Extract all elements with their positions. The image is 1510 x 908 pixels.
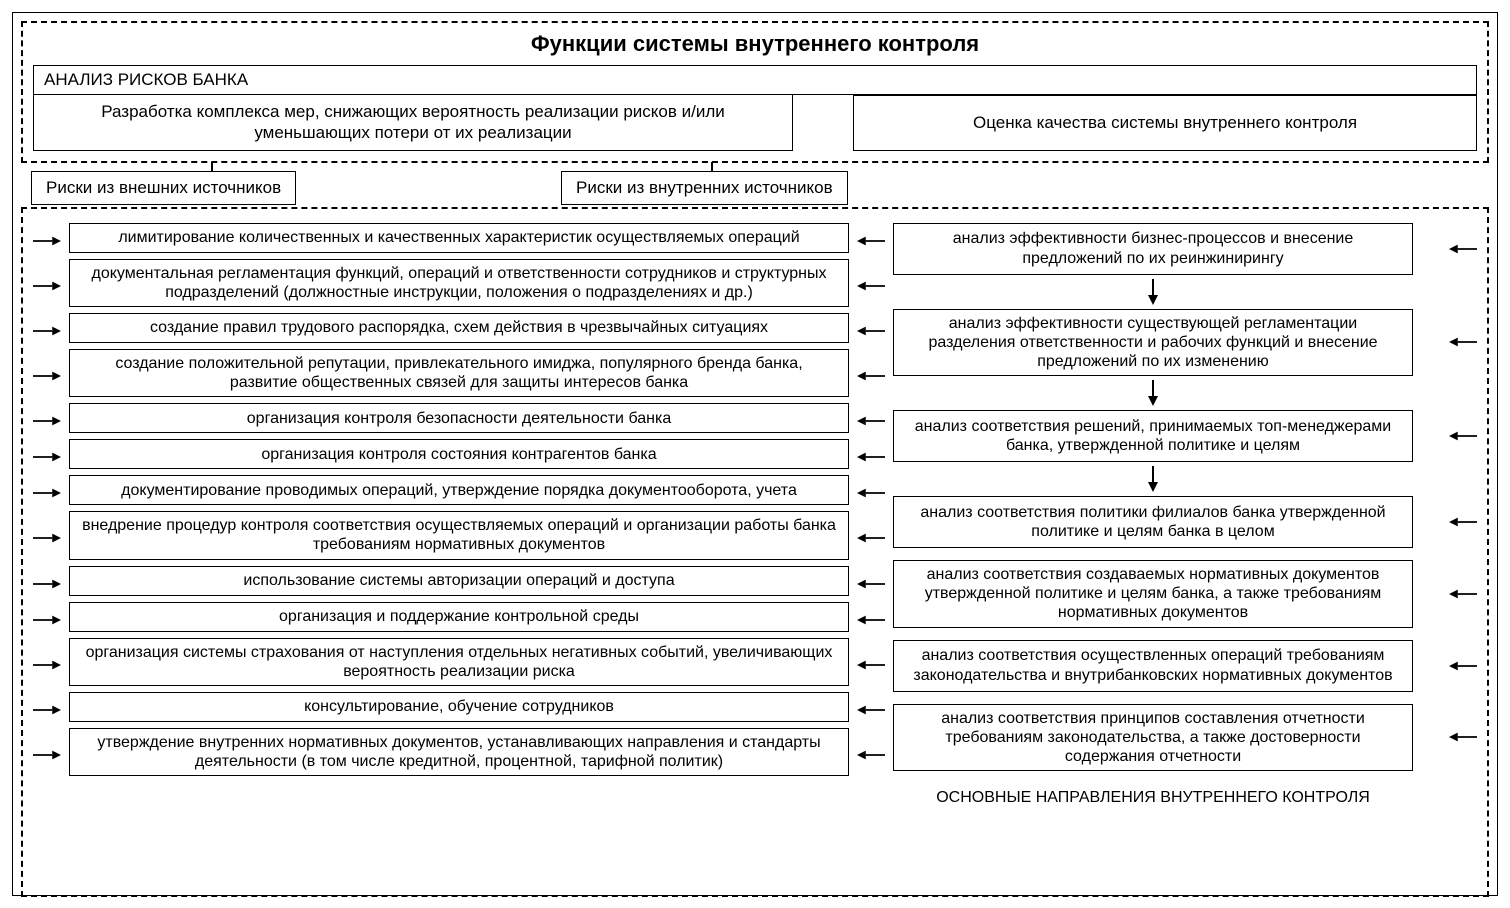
arrow-right-icon: [33, 692, 61, 728]
mid-arrow-column: [857, 223, 885, 883]
arrow-left-icon: [857, 259, 885, 313]
left-arrow-column: [33, 223, 61, 883]
right-item-box: анализ соответствия осуществленных опера…: [893, 640, 1413, 692]
arrow-right-icon: [33, 313, 61, 349]
arrow-down-icon: [893, 275, 1413, 309]
left-item-box: документирование проводимых операций, ут…: [69, 475, 849, 505]
arrow-right-icon: [33, 511, 61, 565]
arrow-left-icon: [1449, 496, 1477, 548]
arrow-right-icon: [33, 439, 61, 475]
arrow-right-icon: [33, 566, 61, 602]
mid-box-internal: Риски из внутренних источников: [561, 171, 848, 205]
left-item-box: создание правил трудового распорядка, сх…: [69, 313, 849, 343]
right-footer-label: ОСНОВНЫЕ НАПРАВЛЕНИЯ ВНУТРЕННЕГО КОНТРОЛ…: [893, 789, 1413, 807]
left-item-box: использование системы авторизации операц…: [69, 566, 849, 596]
header-dashed-group: Функции системы внутреннего контроля АНА…: [21, 21, 1489, 163]
arrow-left-icon: [857, 566, 885, 602]
arrow-left-icon: [857, 475, 885, 511]
arrow-left-icon: [857, 728, 885, 782]
subtitle-box: АНАЛИЗ РИСКОВ БАНКА: [33, 65, 1477, 95]
left-item-column: лимитирование количественных и качествен…: [69, 223, 849, 883]
left-item-box: внедрение процедур контроля соответствия…: [69, 511, 849, 559]
arrow-right-icon: [33, 349, 61, 403]
arrow-right-icon: [33, 638, 61, 692]
right-item-box: анализ эффективности существующей реглам…: [893, 309, 1413, 377]
arrow-left-icon: [857, 349, 885, 403]
arrow-right-icon: [33, 602, 61, 638]
right-item-box: анализ соответствия создаваемых норматив…: [893, 560, 1413, 628]
arrow-left-icon: [857, 602, 885, 638]
right-item-box: анализ эффективности бизнес-процессов и …: [893, 223, 1413, 275]
header-row-two: Разработка комплекса мер, снижающих веро…: [33, 95, 1477, 151]
arrow-left-icon: [1449, 410, 1477, 462]
left-item-box: документальная регламентация функций, оп…: [69, 259, 849, 307]
arrow-right-icon: [33, 728, 61, 782]
mid-row: Риски из внешних источников Риски из вну…: [21, 163, 1489, 207]
left-item-box: консультирование, обучение сотрудников: [69, 692, 849, 722]
header-row2-left: Разработка комплекса мер, снижающих веро…: [33, 95, 793, 151]
left-item-box: организация контроля состояния контраген…: [69, 439, 849, 469]
arrow-left-icon: [857, 439, 885, 475]
left-item-box: лимитирование количественных и качествен…: [69, 223, 849, 253]
right-item-box: анализ соответствия принципов составлени…: [893, 704, 1413, 772]
left-item-box: утверждение внутренних нормативных докум…: [69, 728, 849, 776]
arrow-left-icon: [1449, 704, 1477, 772]
left-item-box: организация контроля безопасности деятел…: [69, 403, 849, 433]
arrow-down-icon: [893, 462, 1413, 496]
left-item-box: организация и поддержание контрольной ср…: [69, 602, 849, 632]
arrow-left-icon: [1449, 560, 1477, 628]
body-dashed-group: лимитирование количественных и качествен…: [21, 207, 1489, 897]
arrow-left-icon: [1449, 309, 1477, 377]
diagram-outer-frame: Функции системы внутреннего контроля АНА…: [12, 12, 1498, 896]
arrow-left-icon: [857, 223, 885, 259]
arrow-right-icon: [33, 403, 61, 439]
arrow-left-icon: [857, 692, 885, 728]
arrow-right-icon: [33, 259, 61, 313]
left-item-box: создание положительной репутации, привле…: [69, 349, 849, 397]
arrow-down-icon: [893, 376, 1413, 410]
arrow-left-icon: [1449, 223, 1477, 275]
arrow-right-icon: [33, 223, 61, 259]
arrow-right-icon: [33, 475, 61, 511]
header-row2-right: Оценка качества системы внутреннего конт…: [853, 95, 1477, 151]
arrow-left-icon: [857, 313, 885, 349]
arrow-left-icon: [857, 638, 885, 692]
right-item-column: анализ эффективности бизнес-процессов и …: [893, 223, 1413, 883]
arrow-left-icon: [1449, 640, 1477, 692]
right-item-box: анализ соответствия политики филиалов ба…: [893, 496, 1413, 548]
left-item-box: организация системы страхования от насту…: [69, 638, 849, 686]
right-item-box: анализ соответствия решений, принимаемых…: [893, 410, 1413, 462]
arrow-left-icon: [857, 403, 885, 439]
right-arrow-column: [1449, 223, 1477, 883]
arrow-left-icon: [857, 511, 885, 565]
main-title: Функции системы внутреннего контроля: [33, 31, 1477, 57]
mid-box-external: Риски из внешних источников: [31, 171, 296, 205]
